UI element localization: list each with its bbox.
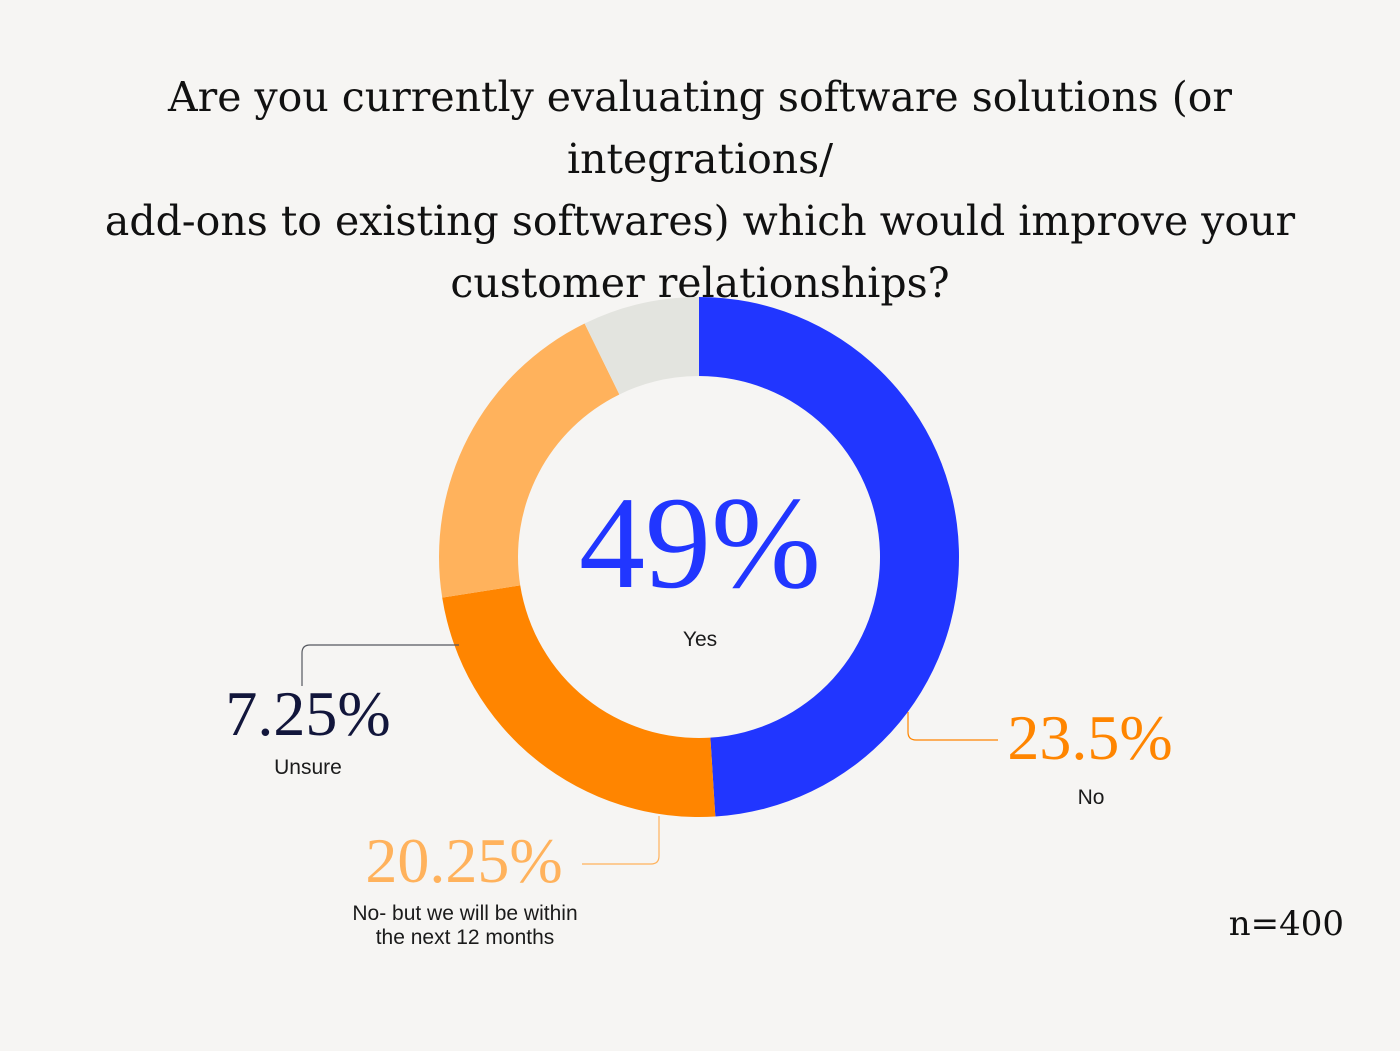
donut-slices <box>438 297 959 817</box>
donut-slice-no <box>442 585 716 817</box>
slice-value-unsure: 7.25% <box>225 678 391 749</box>
leader-line-later <box>582 816 660 865</box>
donut-slice-unsure <box>584 297 699 395</box>
chart-title: Are you currently evaluating software so… <box>40 66 1360 314</box>
leader-line-no <box>907 712 998 741</box>
chart-title-line-2: add-ons to existing softwares) which wou… <box>104 197 1296 245</box>
leader-lines <box>301 644 998 865</box>
slice-label-no: No <box>1077 786 1105 809</box>
sample-size: n=400 <box>1228 904 1344 944</box>
slice-value-yes: 49% <box>579 469 821 616</box>
slice-label-unsure: Unsure <box>274 756 342 779</box>
leader-line-unsure <box>301 644 459 686</box>
chart-title-line-1: Are you currently evaluating software so… <box>168 73 1232 183</box>
slice-label-no-but-later: No- but we will be within the next 12 mo… <box>352 902 578 949</box>
slice-label-yes: Yes <box>682 628 718 651</box>
donut-slice-no-but-later <box>438 323 620 598</box>
slice-value-no-but-later: 20.25% <box>365 825 563 896</box>
slice-value-no: 23.5% <box>1007 702 1173 773</box>
donut-slice-yes <box>699 297 959 817</box>
